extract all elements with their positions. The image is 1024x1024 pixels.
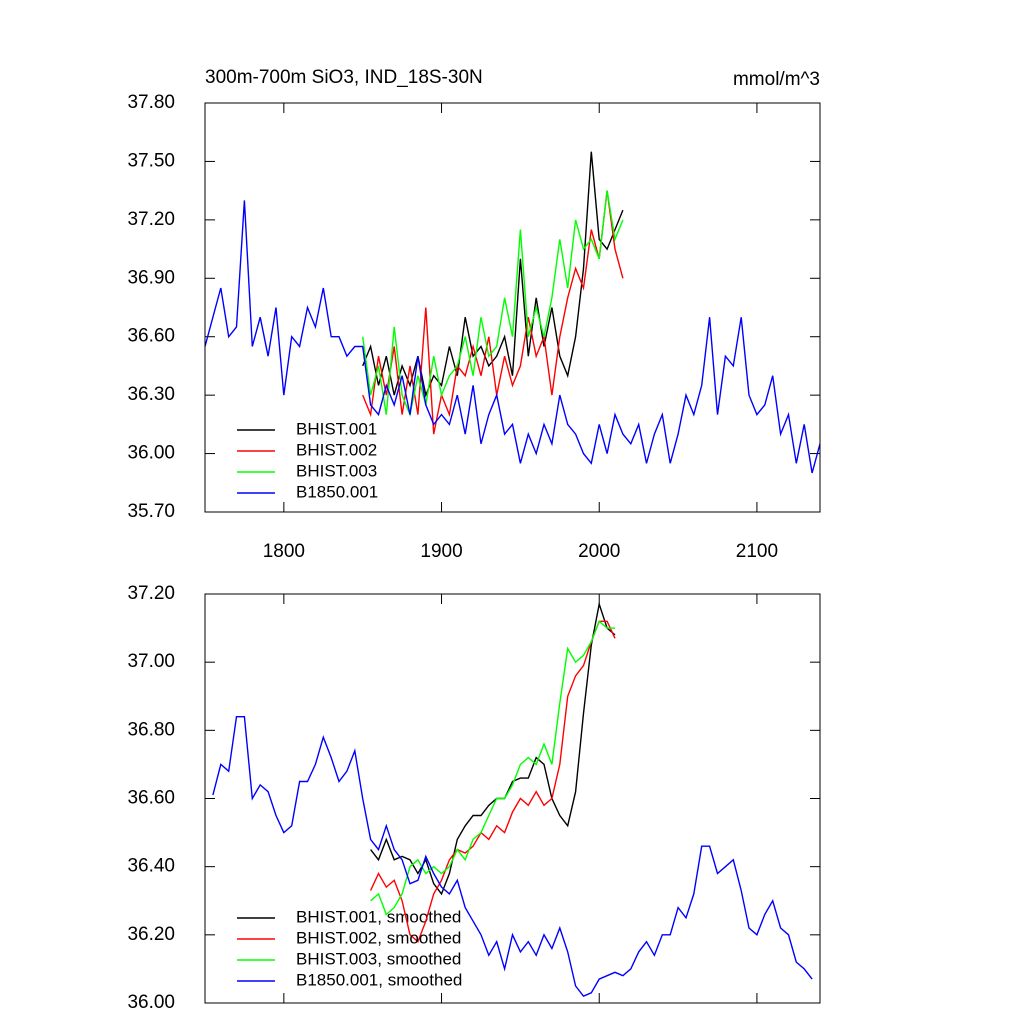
series-line: [362, 151, 624, 398]
y-tick-label: 36.00: [127, 443, 175, 464]
legend-label: BHIST.003, smoothed: [296, 949, 461, 968]
legend-label: BHIST.002: [296, 440, 377, 459]
y-tick-label: 35.70: [127, 501, 175, 522]
y-tick-label: 37.20: [127, 209, 175, 230]
y-tick-label: 36.60: [127, 326, 175, 347]
plot-frame: [204, 593, 821, 1004]
y-tick-label: 36.40: [127, 856, 175, 877]
y-tick-label: 37.50: [127, 150, 175, 171]
y-tick-label: 37.20: [127, 583, 175, 604]
y-tick-label: 37.00: [127, 651, 175, 672]
plot-frame: [204, 102, 821, 513]
legend-label: BHIST.001, smoothed: [296, 907, 461, 926]
series-line: [369, 620, 616, 943]
y-tick-label: 37.80: [127, 92, 175, 113]
y-tick-label: 36.60: [127, 788, 175, 809]
series-line: [212, 716, 813, 998]
series-line: [362, 190, 624, 418]
legend-label: B1850.001, smoothed: [296, 970, 462, 989]
x-tick-label: 2000: [578, 541, 620, 562]
legend-label: BHIST.001: [296, 419, 377, 438]
series-line: [204, 200, 821, 474]
y-tick-label: 36.80: [127, 719, 175, 740]
y-tick-label: 36.90: [127, 267, 175, 288]
x-tick-label: 2100: [736, 541, 778, 562]
series-line: [370, 620, 615, 916]
series-line: [362, 190, 624, 435]
series-line: [370, 601, 616, 896]
legend-label: B1850.001: [296, 482, 378, 501]
y-tick-label: 36.30: [127, 384, 175, 405]
units-label: mmol/m^3: [733, 69, 820, 90]
x-tick-label: 1900: [420, 541, 462, 562]
legend-label: BHIST.003: [296, 461, 377, 480]
chart-title: 300m-700m SiO3, IND_18S-30N: [205, 67, 483, 88]
y-tick-label: 36.00: [127, 992, 175, 1013]
x-tick-label: 1800: [263, 541, 305, 562]
y-tick-label: 36.20: [127, 924, 175, 945]
legend-label: BHIST.002, smoothed: [296, 928, 461, 947]
